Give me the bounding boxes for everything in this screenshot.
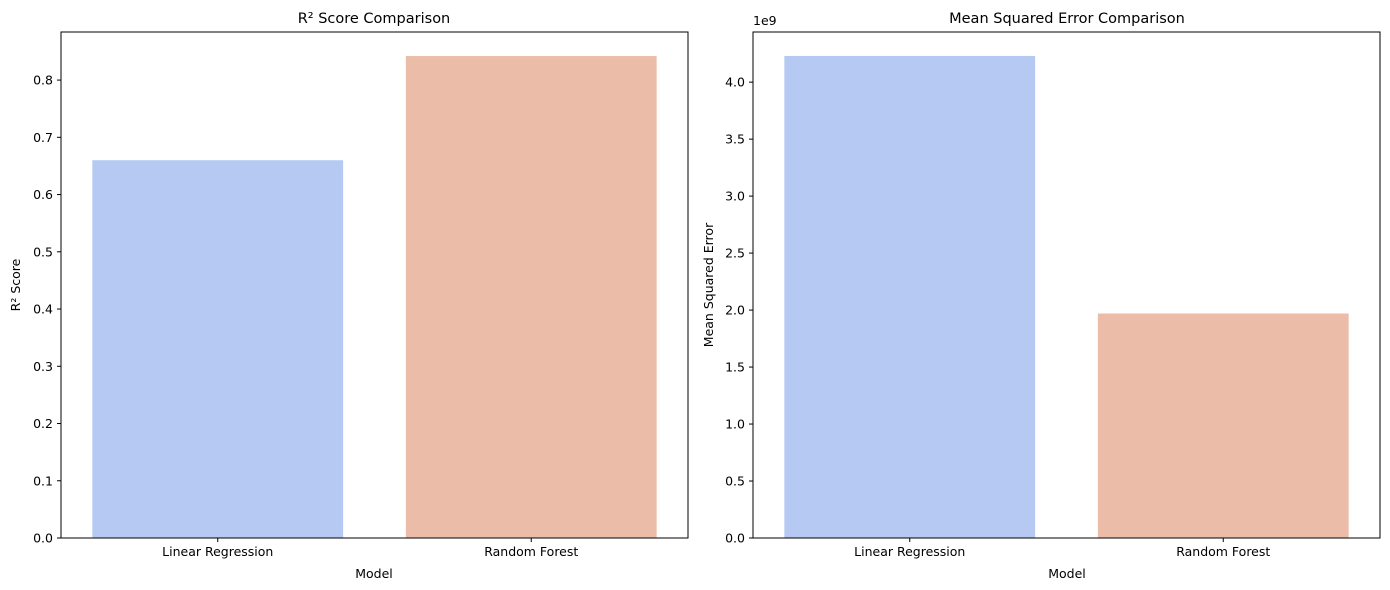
y-tick-label: 1.0 (725, 417, 745, 432)
y-tick-label: 0.5 (725, 474, 745, 489)
y-axis-label: R² Score (8, 258, 23, 311)
chart-title: Mean Squared Error Comparison (949, 11, 1185, 27)
bar-linear-regression (92, 160, 344, 538)
y-tick-label: 0.2 (33, 416, 53, 431)
plot-area-frame (752, 31, 1381, 539)
y-tick-label: 0.4 (33, 302, 53, 317)
bar-random-forest (405, 56, 657, 538)
chart-title: R² Score Comparison (298, 11, 451, 27)
y-tick-label: 3.0 (725, 189, 745, 204)
y-tick-label: 0.3 (33, 359, 53, 374)
y-tick-label: 0.0 (725, 531, 745, 546)
x-tick-label: Random Forest (1176, 544, 1270, 559)
y-tick-label: 0.1 (33, 473, 53, 488)
y-tick-label: 0.6 (33, 187, 53, 202)
x-tick-label: Linear Regression (854, 544, 965, 559)
r2-score-panel: R² Score Comparison Model R² Score 0.0 0.… (8, 11, 689, 581)
mse-panel: Mean Squared Error Comparison 1e9 Model … (701, 11, 1381, 581)
x-tick-label: Random Forest (484, 544, 578, 559)
y-tick-label: 4.0 (725, 75, 745, 90)
bar-random-forest (1097, 313, 1349, 538)
y-tick-label: 0.8 (33, 73, 53, 88)
x-axis-label: Model (1048, 566, 1086, 581)
x-axis-label: Model (355, 566, 393, 581)
y-tick-label: 0.5 (33, 244, 53, 259)
y-axis-label: Mean Squared Error (701, 222, 716, 347)
y-tick-label: 0.0 (33, 531, 53, 546)
y-offset-label: 1e9 (753, 13, 777, 28)
y-tick-label: 0.7 (33, 130, 53, 145)
y-tick-label: 3.5 (725, 132, 745, 147)
x-tick-label: Linear Regression (162, 544, 273, 559)
plot-area-frame (60, 31, 689, 539)
y-tick-label: 2.5 (725, 246, 745, 261)
y-tick-label: 2.0 (725, 303, 745, 318)
y-tick-label: 1.5 (725, 360, 745, 375)
bar-linear-regression (784, 55, 1036, 539)
